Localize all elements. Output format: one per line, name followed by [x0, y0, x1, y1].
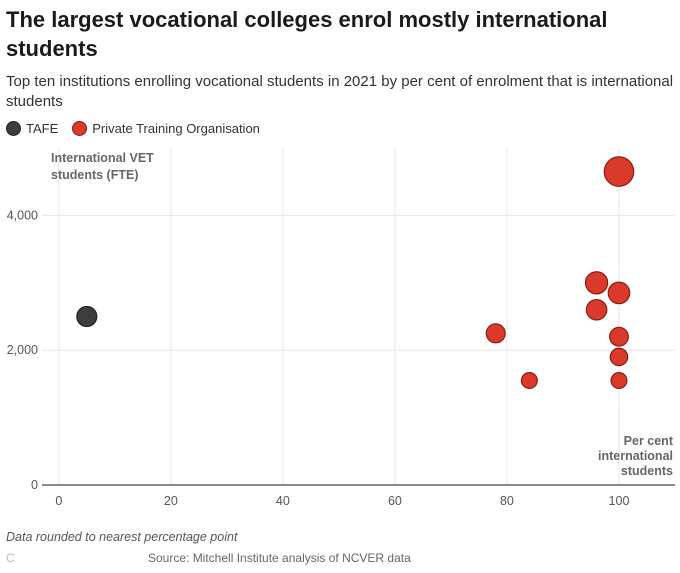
- private-rto-point: [610, 372, 628, 390]
- scatter-chart: 0 2,000 4,000 0 20 40 60 80 100 International VET…: [7, 148, 675, 508]
- private-rto-point: [585, 298, 608, 321]
- y-tick-label: 2,000: [7, 343, 38, 357]
- x-axis-title: students: [621, 464, 673, 478]
- y-axis-title: students (FTE): [51, 168, 139, 182]
- legend-swatch-tafe: [6, 121, 21, 136]
- private-rto-point: [584, 271, 609, 295]
- private-rto-point: [603, 156, 635, 187]
- legend-swatch-private: [72, 121, 88, 136]
- legend-item-tafe: TAFE: [6, 121, 58, 136]
- x-tick-label: 20: [164, 494, 178, 508]
- chart-title: The largest vocational colleges enrol mo…: [6, 7, 608, 61]
- private-rto-point: [607, 281, 631, 305]
- x-axis-title: Per cent: [624, 434, 674, 448]
- chart-legend: TAFE Private Training Organisation: [6, 121, 274, 136]
- footer-fragment: C: [6, 551, 15, 565]
- x-tick-label: 100: [609, 494, 630, 508]
- x-tick-label: 40: [276, 494, 290, 508]
- x-tick-label: 60: [388, 494, 402, 508]
- source-note: Source: Mitchell Institute analysis of N…: [148, 551, 411, 565]
- legend-item-private: Private Training Organisation: [72, 121, 260, 136]
- x-axis-title: international: [598, 449, 673, 463]
- y-tick-label: 4,000: [7, 208, 38, 222]
- private-rto-point: [485, 323, 506, 344]
- private-rto-point: [609, 326, 629, 347]
- y-axis-title: International VET: [51, 151, 154, 165]
- chart-subtitle: Top ten institutions enrolling vocationa…: [6, 73, 674, 110]
- private-rto-point: [609, 347, 629, 367]
- tafe-point: [76, 305, 98, 328]
- legend-label-private: Private Training Organisation: [92, 121, 260, 136]
- data-note: Data rounded to nearest percentage point: [6, 530, 238, 544]
- x-tick-label: 80: [500, 494, 514, 508]
- legend-label-tafe: TAFE: [26, 121, 59, 136]
- x-tick-label: 0: [55, 494, 62, 508]
- private-rto-point: [520, 372, 538, 390]
- y-tick-label: 0: [31, 478, 38, 492]
